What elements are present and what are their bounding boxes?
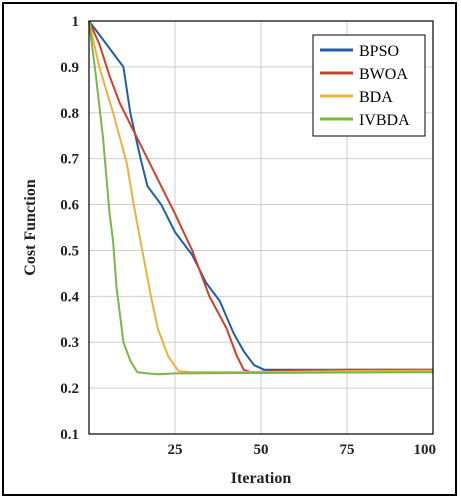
x-tick-label: 50 — [254, 442, 269, 458]
y-tick-label: 0.1 — [60, 427, 79, 443]
y-tick-label: 0.6 — [60, 198, 79, 214]
legend-label-ivbda: IVBDA — [359, 112, 410, 129]
series-line-ivbda — [88, 20, 434, 376]
y-tick-label: 0.3 — [60, 335, 79, 351]
y-axis-label: Cost Function — [22, 179, 39, 276]
x-tick-label: 75 — [340, 442, 355, 458]
legend: BPSO BWOA BDA IVBDA — [312, 34, 426, 137]
y-tick-label: 0.9 — [60, 60, 79, 76]
legend-label-bwoa: BWOA — [359, 66, 408, 83]
legend-label-bpso: BPSO — [359, 43, 399, 60]
y-tick-label: 0.8 — [60, 106, 79, 122]
y-tick-label: 0.2 — [60, 381, 79, 397]
series-lines — [88, 20, 434, 376]
plot-area-border — [88, 20, 434, 435]
legend-label-bda: BDA — [359, 89, 393, 106]
x-tick-label: 25 — [168, 442, 183, 458]
y-tick-label: 0.4 — [60, 289, 79, 305]
tick-labels: 0.1 0.2 0.3 0.4 0.5 0.6 0.7 0.8 0.9 1 25 50 75 100 — [60, 14, 436, 458]
y-tick-label: 0.7 — [60, 152, 79, 168]
x-tick-label: 100 — [414, 442, 437, 458]
y-tick-label: 0.5 — [60, 243, 79, 259]
y-tick-label: 1 — [72, 14, 80, 30]
x-axis-label: Iteration — [231, 470, 292, 487]
